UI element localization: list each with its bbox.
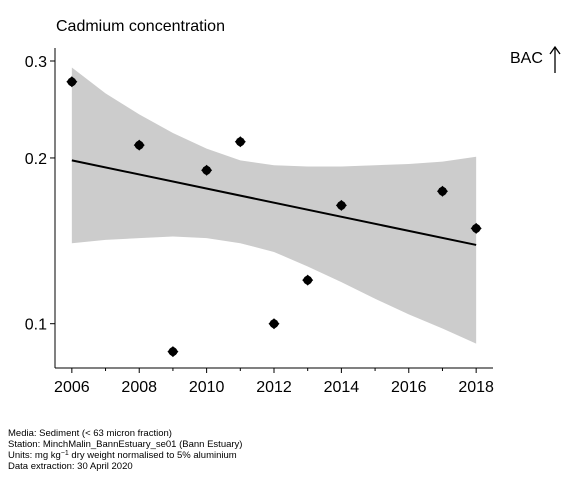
bac-label: BAC xyxy=(510,50,543,67)
data-point-core xyxy=(438,186,447,196)
meta-units-suffix: dry weight normalised to 5% aluminium xyxy=(68,450,237,461)
data-point-core xyxy=(471,223,481,233)
meta-station: Station: MinchMalin_BannEstuary_se01 (Ba… xyxy=(8,439,243,450)
x-tick-label: 2018 xyxy=(458,379,494,396)
data-point-core xyxy=(202,165,212,175)
meta-media: Media: Sediment (< 63 micron fraction) xyxy=(8,428,172,439)
meta-extraction: Data extraction: 30 April 2020 xyxy=(8,461,133,472)
x-tick-label: 2014 xyxy=(324,379,360,396)
y-tick-label: 0.3 xyxy=(25,54,47,71)
data-point-core xyxy=(336,201,346,210)
data-point-core xyxy=(168,347,178,356)
x-tick-label: 2010 xyxy=(189,379,225,396)
axes-layer: 0.1 0.2 0.3 2006 2008 2010 2012 2014 2016 2018 xyxy=(25,48,494,396)
chart-title: Cadmium concentration xyxy=(56,18,225,35)
data-points-layer xyxy=(66,76,482,358)
data-point-core xyxy=(235,137,245,147)
data-point-core xyxy=(269,319,279,329)
x-tick-label: 2012 xyxy=(256,379,292,396)
data-point-core xyxy=(134,140,144,150)
trend-line-layer xyxy=(71,159,477,246)
metadata-block: Media: Sediment (< 63 micron fraction) S… xyxy=(8,428,242,472)
arrow-up-icon xyxy=(549,45,561,73)
x-tick-label: 2006 xyxy=(54,379,90,396)
y-tick-label: 0.1 xyxy=(25,317,47,334)
trend-line xyxy=(71,159,477,246)
confidence-band xyxy=(71,67,477,344)
meta-units-sup: −1 xyxy=(60,450,69,457)
y-tick-label: 0.2 xyxy=(25,151,47,168)
confidence-band-layer xyxy=(71,67,477,344)
meta-units: Units: mg kg−1 dry weight normalised to … xyxy=(8,450,242,461)
data-point-core xyxy=(303,275,313,285)
meta-units-prefix: Units: mg kg xyxy=(8,450,61,461)
x-tick-label: 2008 xyxy=(121,379,157,396)
x-tick-label: 2016 xyxy=(391,379,427,396)
data-point-core xyxy=(67,77,77,87)
